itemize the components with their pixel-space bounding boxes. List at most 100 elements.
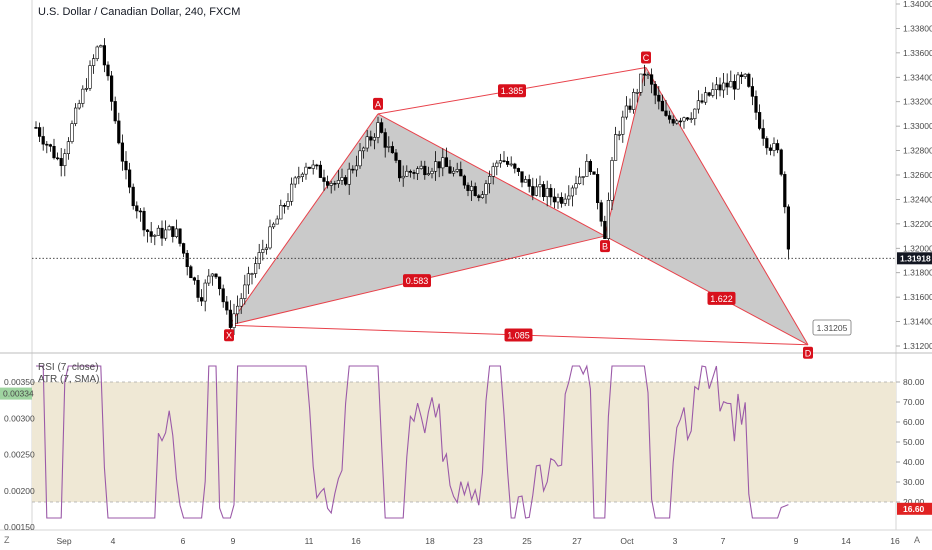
- candle-up: [495, 162, 499, 167]
- point-label-b: B: [602, 242, 608, 252]
- candle-up: [387, 146, 391, 148]
- candle-down: [660, 100, 664, 112]
- ratio-label: 1.622: [710, 294, 733, 304]
- candle-up: [236, 305, 240, 315]
- candle-down: [700, 100, 704, 103]
- candle-down: [333, 183, 337, 185]
- point-label-bg: [373, 97, 383, 110]
- candle-up: [498, 160, 503, 164]
- candle-up: [66, 141, 70, 154]
- candle-down: [218, 276, 222, 290]
- candle-down: [757, 112, 762, 129]
- candle-down: [307, 166, 312, 169]
- atr-tick-label: 0.00350: [4, 377, 35, 387]
- candle-down: [128, 169, 132, 188]
- candle-up: [358, 150, 362, 167]
- candle-up: [95, 46, 99, 59]
- candle-up: [743, 73, 747, 77]
- candle-up: [311, 164, 315, 169]
- candle-down: [505, 161, 510, 165]
- rsi-tick-label: 80.00: [903, 377, 925, 387]
- candle-down: [783, 174, 787, 208]
- pattern-leg-bd: [604, 235, 809, 346]
- candle-up: [77, 103, 81, 109]
- rsi-tick-label: 30.00: [903, 477, 925, 487]
- candle-down: [383, 132, 387, 148]
- candle-up: [174, 228, 179, 237]
- candle-up: [484, 183, 488, 195]
- candle-down: [182, 243, 186, 254]
- time-tick-label: 7: [721, 536, 726, 546]
- candle-up: [721, 82, 726, 91]
- candle-down: [779, 149, 783, 175]
- candle-up: [243, 284, 247, 299]
- candle-down: [343, 177, 348, 185]
- candle-down: [559, 196, 564, 204]
- time-tick-label: 9: [794, 536, 799, 546]
- candle-down: [671, 119, 675, 124]
- candle-down: [45, 143, 49, 146]
- candle-up: [563, 198, 567, 204]
- candle-up: [81, 88, 85, 104]
- candle-down: [531, 186, 535, 196]
- atr-axis: 0.00350 0.00300 0.00250 0.00200 0.00150 0.003…: [0, 377, 35, 532]
- corner-left[interactable]: Z: [4, 535, 10, 545]
- candle-up: [300, 173, 305, 177]
- candle-up: [279, 205, 283, 220]
- rsi-tick-label: 50.00: [903, 437, 925, 447]
- candle-down: [322, 177, 326, 182]
- time-tick-label: 27: [572, 536, 582, 546]
- candle-down: [192, 277, 197, 281]
- ratio-label: 0.583: [406, 276, 429, 286]
- candle-up: [264, 247, 269, 250]
- ratio-label: 1.085: [507, 331, 530, 341]
- time-tick-label: 6: [181, 536, 186, 546]
- candle-down: [725, 82, 729, 88]
- corner-right[interactable]: A: [914, 535, 921, 545]
- candle-up: [347, 168, 351, 185]
- price-tick-label: 1.31800: [903, 268, 932, 278]
- point-label-bg: [803, 346, 813, 359]
- candle-down: [221, 288, 225, 303]
- candle-down: [142, 210, 146, 231]
- candle-down: [106, 64, 110, 77]
- rsi-line: [36, 364, 789, 519]
- point-label-bg: [600, 240, 610, 253]
- candle-down: [786, 206, 790, 250]
- candle-down: [131, 186, 135, 207]
- candle-up: [617, 134, 621, 136]
- time-axis: Sep 4 6 9 11 16 18 23 25 27 Oct 3 7 9 14 16: [56, 536, 900, 546]
- candle-down: [718, 84, 722, 91]
- candle-down: [678, 120, 682, 123]
- pattern-leg-xa: [228, 113, 379, 326]
- candle-down: [225, 301, 229, 311]
- candle-up: [401, 175, 405, 179]
- candle-down: [527, 179, 531, 187]
- candle-up: [376, 122, 380, 138]
- candle-up: [631, 92, 636, 110]
- candle-down: [588, 160, 592, 173]
- price-axis: 1.34000 1.33800 1.33600 1.33400 1.33200 1.330…: [896, 0, 932, 351]
- candle-down: [408, 170, 413, 173]
- candle-up: [63, 153, 67, 167]
- candle-up: [340, 177, 344, 181]
- candle-down: [747, 73, 751, 87]
- candle-up: [772, 143, 776, 151]
- candle-down: [379, 122, 384, 133]
- rsi-band: [32, 382, 896, 502]
- candle-down: [394, 152, 398, 161]
- candle-down: [462, 175, 467, 186]
- candle-up: [455, 169, 459, 172]
- rsi-value-tag: [897, 502, 932, 515]
- candle-down: [502, 160, 506, 162]
- candle-down: [653, 84, 657, 96]
- candle-down: [477, 195, 481, 198]
- pattern-triangle-bcd: [605, 67, 808, 345]
- candle-up: [487, 176, 492, 184]
- candle-up: [714, 84, 718, 90]
- ratio-label-bg: [504, 328, 533, 342]
- candle-up: [675, 120, 679, 124]
- price-tick-label: 1.31200: [903, 341, 932, 351]
- candle-down: [48, 144, 52, 147]
- atr-tick-label: 0.00250: [4, 450, 35, 460]
